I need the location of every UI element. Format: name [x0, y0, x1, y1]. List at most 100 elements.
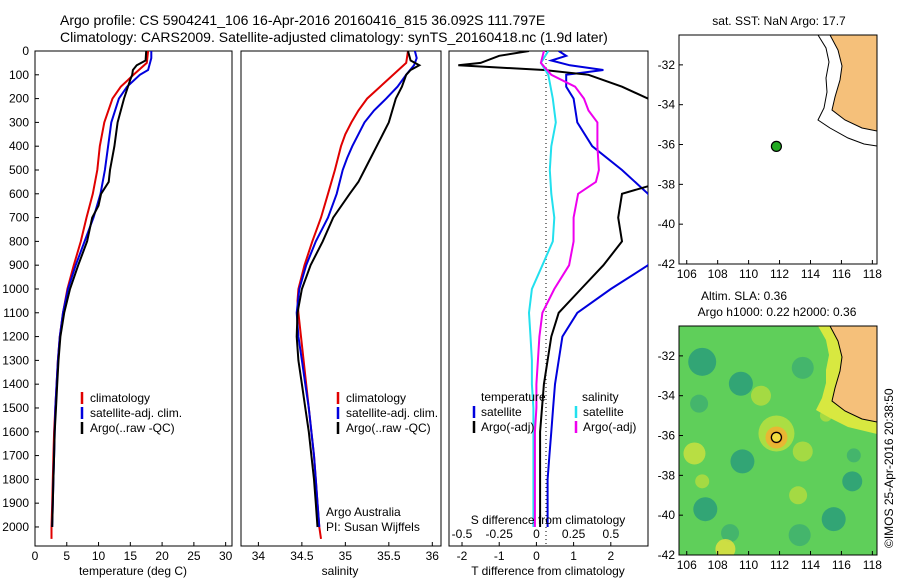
difference-legend: temperature salinity satellite Argo(-adj…: [472, 390, 636, 434]
sst-map-lon-tick-label: 118: [863, 267, 882, 281]
sla-map-title-1: Altim. SLA: 0.36: [701, 289, 787, 303]
sla-anomaly-patch: [721, 524, 740, 543]
depth-tick-label: 1400: [2, 377, 29, 391]
figure-header: Argo profile: CS 5904241_106 16-Apr-2016…: [60, 12, 608, 46]
sla-anomaly-patch: [715, 539, 736, 555]
sla-map-lon-tick-label: 112: [770, 558, 789, 572]
salinity-x-axis: 34 34.5 35 35.5 36: [252, 542, 440, 563]
difference-x-axis: -2 -1 0 1 2 -0.5 -0.25 0 0.25 0.5: [452, 527, 620, 563]
legend-s-argo-label: Argo(-adj): [583, 420, 636, 434]
temperature-panel: 0100200300400500600700800900100011001200…: [2, 44, 453, 578]
temperature-tick-label: 30: [219, 549, 233, 563]
depth-tick-label: 1100: [3, 306, 29, 320]
temperature-tick-label: 10: [92, 549, 106, 563]
depth-tick-label: 800: [9, 234, 29, 248]
t-difference-tick-label: 2: [607, 549, 614, 563]
sla-map-panel: Altim. SLA: 0.36 Argo h1000: 0.22 h2000:…: [658, 289, 883, 572]
temperature-tick-label: 15: [124, 549, 138, 563]
series-line-satellite-adj-clim: [295, 51, 418, 528]
legend-climatology-label: climatology: [346, 391, 406, 405]
legend-climatology-label: climatology: [90, 391, 150, 405]
sla-map-lon-tick-label: 114: [801, 558, 820, 572]
depth-tick-label: 1200: [2, 330, 29, 344]
sla-anomaly-patch: [683, 442, 706, 465]
depth-tick-label: 0: [22, 44, 29, 58]
depth-tick-label: 1900: [2, 496, 29, 510]
depth-tick-label: 200: [9, 92, 29, 106]
depth-tick-label: 1700: [2, 449, 29, 463]
sla-anomaly-patch: [695, 474, 710, 489]
legend-salinity-heading: salinity: [582, 390, 619, 404]
sla-map-lon-tick-label: 110: [739, 558, 758, 572]
depth-axis: 0 100 200 300 400 500 600 700 800 900 1000 1100 1200…: [2, 44, 453, 534]
temperature-tick-label: 5: [63, 549, 70, 563]
sst-map-lat-tick-label: -32: [658, 58, 676, 72]
sst-map-lat-tick-label: -42: [658, 257, 676, 271]
depth-tick-label: 300: [9, 115, 29, 129]
sla-map-lat-tick-label: -36: [658, 429, 676, 443]
s-difference-tick-label: 0: [533, 527, 540, 541]
sla-map-lon-tick-label: 106: [677, 558, 697, 572]
sst-map-title: sat. SST: NaN Argo: 17.7: [712, 14, 846, 28]
t-difference-label: T difference from climatology: [471, 564, 625, 578]
s-difference-tick-label: -0.25: [486, 527, 514, 541]
s-difference-tick-label: 0.25: [562, 527, 586, 541]
credit-line-2: PI: Susan Wijffels: [326, 520, 420, 534]
salinity-tick-label: 35: [339, 549, 353, 563]
legend-t-argo-label: Argo(-adj): [481, 420, 534, 434]
sla-anomaly-patch: [842, 471, 863, 492]
sst-map-lat-tick-label: -34: [658, 98, 676, 112]
sla-map-frame: [678, 325, 878, 556]
s-difference-tick-label: -0.5: [452, 527, 473, 541]
sla-map-lon-tick-label: 108: [708, 558, 728, 572]
sst-map-axes: 106 108 110 112 114 116 118 -32 -34 -36 -38 -40 -42: [658, 58, 883, 281]
coastline-outline: [817, 35, 877, 147]
temperature-tick-label: 25: [187, 549, 201, 563]
sla-anomaly-patch: [693, 497, 718, 522]
temperature-lines: [50, 51, 153, 539]
sst-map-lon-tick-label: 106: [677, 267, 697, 281]
sla-anomaly-patch: [791, 356, 814, 379]
salinity-legend: climatology satellite-adj. clim. Argo(..…: [336, 391, 438, 435]
sst-map-lon-tick-label: 108: [708, 267, 728, 281]
depth-tick-label: 1500: [2, 401, 29, 415]
sla-anomaly-patch: [792, 441, 813, 462]
sla-anomaly-patch: [728, 371, 753, 396]
depth-tick-label: 1600: [2, 425, 29, 439]
sla-anomaly-patch: [789, 486, 808, 505]
sla-map-axes: 106 108 110 112 114 116 118 -32 -34 -36 -38 -40 -42: [658, 349, 883, 572]
s-difference-tick-label: 0.5: [602, 527, 619, 541]
imos-watermark: ©IMOS 25-Apr-2016 20:38:50: [882, 388, 896, 548]
sst-map-frame: [678, 34, 878, 265]
sla-anomaly-patch: [690, 394, 709, 413]
s-difference-label: S difference from climatology: [471, 513, 626, 527]
legend-t-satellite-label: satellite: [481, 405, 522, 419]
legend-argo-label: Argo(..raw -QC): [346, 421, 431, 435]
header-line-1: Argo profile: CS 5904241_106 16-Apr-2016…: [60, 12, 546, 28]
depth-tick-label: 100: [9, 68, 29, 82]
argo-float-marker: [770, 431, 783, 443]
depth-tick-label: 1300: [2, 353, 29, 367]
legend-satellite-label: satellite-adj. clim.: [346, 406, 438, 420]
salinity-tick-label: 36: [426, 549, 440, 563]
sla-map-lat-tick-label: -40: [658, 508, 676, 522]
salinity-tick-label: 34: [252, 549, 266, 563]
series-line-salinity-argo-adj-: [533, 51, 600, 527]
legend-satellite-label: satellite-adj. clim.: [90, 406, 182, 420]
t-difference-tick-label: 0: [533, 549, 540, 563]
sst-map-lon-tick-label: 110: [739, 267, 758, 281]
legend-temperature-heading: temperature: [481, 390, 546, 404]
sla-anomaly-patch: [730, 449, 755, 474]
sla-anomaly-patch: [750, 385, 771, 406]
depth-tick-label: 1000: [2, 282, 29, 296]
temperature-xlabel: temperature (deg C): [79, 564, 187, 578]
salinity-axes-frame: [240, 50, 442, 547]
temperature-tick-label: 0: [32, 549, 39, 563]
t-difference-tick-label: 1: [570, 549, 577, 563]
sla-map-lat-tick-label: -38: [658, 468, 676, 482]
credit-line-1: Argo Australia: [326, 505, 401, 519]
difference-lines: [458, 51, 648, 527]
argo-float-marker: [770, 140, 783, 152]
sla-map-lat-tick-label: -42: [658, 548, 676, 562]
